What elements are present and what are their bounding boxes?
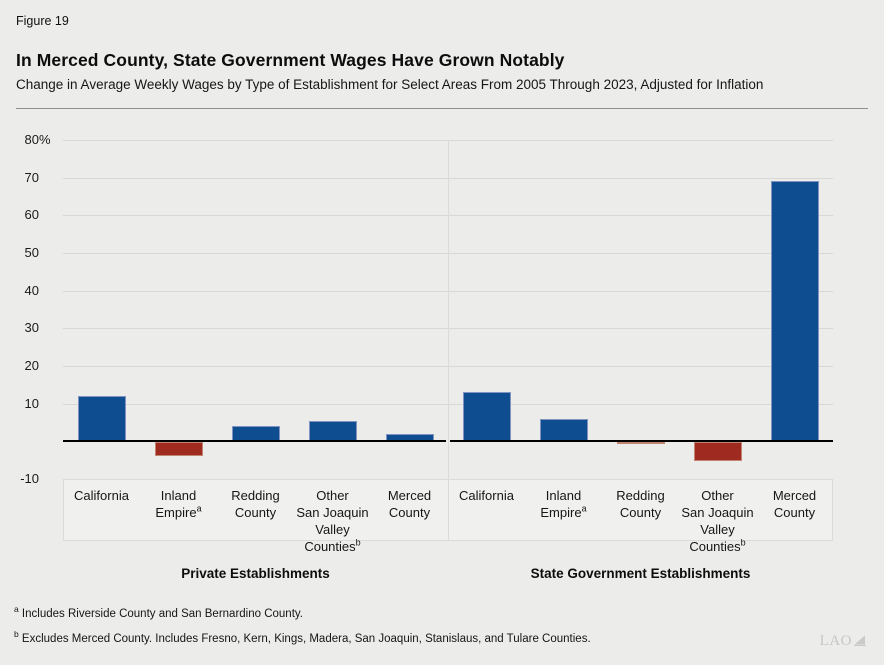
- chart-subtitle: Change in Average Weekly Wages by Type o…: [16, 77, 764, 92]
- footnote-text: Includes Riverside County and San Bernar…: [18, 607, 303, 620]
- bar-private-inland-empire: [154, 442, 203, 456]
- y-tick-label: 80%: [3, 132, 51, 148]
- category-label-line: Counties: [304, 539, 356, 554]
- header-divider: [16, 108, 868, 109]
- y-tick-value: 10: [24, 395, 39, 411]
- category-label-line: San Joaquin: [681, 505, 754, 520]
- y-tick-value: -10: [20, 471, 39, 486]
- y-tick-label: 50: [3, 245, 39, 261]
- bar-state-california: [462, 392, 511, 442]
- y-tick-value: 60: [24, 207, 39, 223]
- bar-state-redding-county: [616, 442, 665, 445]
- footnote-marker: a: [196, 503, 202, 514]
- category-label-line: Counties: [689, 539, 741, 554]
- category-label-line: County: [234, 505, 277, 520]
- category-label-line: Merced: [772, 488, 817, 503]
- page-title: In Merced County, State Government Wages…: [16, 50, 565, 70]
- category-label-line: Redding: [616, 488, 665, 503]
- category-label-line: Inland: [545, 488, 582, 503]
- category-label-line: Other: [316, 488, 349, 503]
- y-tick-value: 20: [24, 358, 39, 373]
- category-label-line: Empire: [155, 505, 197, 520]
- bar-private-california: [77, 396, 126, 442]
- lao-logo: LAO: [820, 633, 867, 650]
- category-label-line: California: [74, 488, 129, 503]
- y-tick-value: 70: [24, 169, 39, 185]
- footnotes: a Includes Riverside County and San Bern…: [14, 604, 591, 654]
- bar-state-other-san-joaquin-valley-counties: [693, 442, 742, 462]
- category-label: Inland Empirea: [140, 487, 217, 521]
- footnote-text: Excludes Merced County. Includes Fresno,…: [18, 632, 591, 645]
- footnote-a: a Includes Riverside County and San Bern…: [14, 604, 591, 620]
- y-tick-value: 30: [24, 320, 39, 336]
- lao-emblem-icon: [853, 633, 867, 650]
- category-label-line: County: [773, 505, 816, 520]
- category-label: Other San Joaquin Valley Countiesb: [294, 487, 371, 555]
- category-label-line: California: [459, 488, 514, 503]
- footnote-marker: b: [740, 537, 746, 548]
- category-label-line: Inland: [160, 488, 197, 503]
- category-label: Inland Empirea: [525, 487, 602, 521]
- zero-baseline-left: [63, 440, 446, 443]
- bar-state-merced-county: [770, 181, 819, 442]
- footnote-b: b Excludes Merced County. Includes Fresn…: [14, 629, 591, 645]
- y-tick-label: 20: [3, 358, 39, 374]
- footnote-marker: a: [14, 604, 19, 614]
- bar-private-other-san-joaquin-valley-counties: [308, 420, 357, 442]
- category-label-line: County: [388, 505, 431, 520]
- category-label-line: Valley: [700, 522, 735, 537]
- category-label: Merced County: [371, 487, 448, 521]
- group-title: Private Establishments: [181, 566, 330, 581]
- footnote-marker: a: [581, 503, 587, 514]
- bar-private-redding-county: [231, 426, 280, 442]
- group-title: State Government Establishments: [530, 566, 751, 581]
- y-tick-label: -10: [3, 471, 39, 487]
- y-tick-label: 10: [3, 396, 39, 412]
- category-label: Other San Joaquin Valley Countiesb: [679, 487, 756, 555]
- y-tick-label: 40: [3, 283, 39, 299]
- figure-number: Figure 19: [16, 14, 69, 28]
- y-tick-value: 80: [24, 132, 39, 147]
- y-tick-value: 50: [24, 245, 39, 260]
- category-label-line: County: [619, 505, 662, 520]
- category-label-line: Merced: [387, 488, 432, 503]
- y-tick-label: 30: [3, 320, 39, 336]
- footnote-marker: b: [355, 537, 361, 548]
- category-label-line: Empire: [540, 505, 582, 520]
- category-label: Redding County: [217, 487, 294, 521]
- category-label-line: Valley: [315, 522, 350, 537]
- percent-sign: %: [39, 132, 51, 147]
- category-label: California: [448, 487, 525, 504]
- category-label: Merced County: [756, 487, 833, 521]
- footnote-marker: b: [14, 628, 19, 639]
- category-label: Redding County: [602, 487, 679, 521]
- category-label: California: [63, 487, 140, 504]
- category-label-line: San Joaquin: [296, 505, 369, 520]
- bar-state-inland-empire: [539, 418, 588, 442]
- category-label-line: Redding: [231, 488, 280, 503]
- category-label-line: Other: [701, 488, 734, 503]
- y-tick-label: 60: [3, 207, 39, 223]
- group-divider: [447, 140, 449, 541]
- lao-logo-text: LAO: [819, 633, 852, 649]
- y-tick-value: 40: [24, 282, 39, 298]
- y-tick-label: 70: [3, 170, 39, 186]
- zero-baseline-right: [450, 440, 833, 443]
